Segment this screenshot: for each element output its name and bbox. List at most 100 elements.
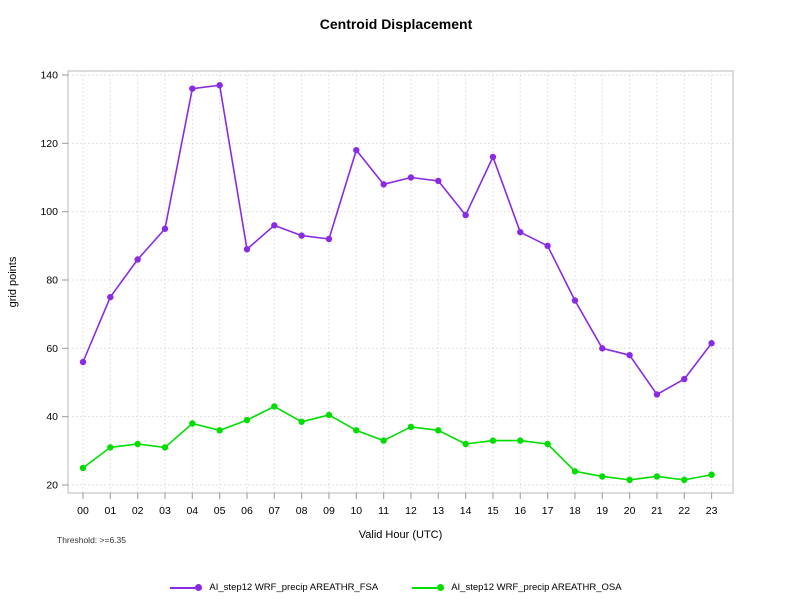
x-tick-label: 18 — [569, 505, 581, 517]
series-line-1 — [82, 405, 713, 481]
x-tick-label: 13 — [432, 505, 444, 517]
y-tick-labels: 20 40 60 80 100 120 140 — [40, 70, 58, 492]
series-point — [325, 235, 333, 243]
series-point — [134, 440, 141, 448]
series-point — [271, 222, 278, 229]
series-point — [407, 174, 415, 181]
series-point — [517, 437, 524, 444]
x-tick-label: 23 — [706, 505, 718, 517]
x-tick-label: 15 — [487, 505, 499, 517]
y-axis-title: grid points — [7, 256, 19, 308]
x-tick-label: 04 — [186, 505, 198, 517]
x-tick-label: 22 — [678, 505, 690, 517]
legend-item-osa: AI_step12 WRF_precip AREATHR_OSA — [412, 582, 622, 593]
series-point — [216, 82, 223, 89]
x-tick-label: 12 — [405, 505, 417, 517]
x-tick-label: 20 — [624, 505, 636, 517]
series-point — [216, 427, 223, 434]
fsa-swatch-dot-icon — [195, 584, 203, 591]
legend: AI_step12 WRF_precip AREATHR_FSA AI_step… — [0, 582, 792, 593]
x-tick-label: 00 — [77, 505, 89, 517]
x-tick-label: 11 — [378, 505, 389, 517]
x-tick-labels: 00 01 02 03 04 05 06 07 08 09 10 11 12 13 14 15 16 17 18 19… — [77, 505, 717, 517]
osa-swatch-dot-icon — [437, 584, 445, 591]
osa-line-dot-swatch — [412, 584, 445, 592]
y-tick-label: 120 — [40, 138, 58, 150]
series-point — [380, 437, 387, 444]
x-axis-title: Valid Hour (UTC) — [358, 529, 443, 541]
series-point — [298, 418, 305, 425]
series-point — [708, 340, 715, 347]
series-point — [435, 177, 442, 185]
series-point — [544, 242, 551, 250]
series-point — [571, 297, 579, 304]
x-tick-label: 17 — [542, 505, 554, 517]
chart-title: Centroid Displacement — [319, 16, 473, 32]
series-point — [243, 246, 251, 253]
series-point — [353, 427, 360, 434]
series-point — [380, 181, 387, 188]
x-tick-label: 07 — [268, 505, 280, 517]
fsa-swatch-line-icon — [170, 586, 203, 589]
series-point — [653, 473, 661, 480]
series-point — [161, 444, 169, 451]
series-point — [189, 85, 196, 92]
series-1 — [79, 403, 715, 484]
series-point — [79, 464, 87, 472]
series-point — [107, 444, 114, 451]
series-point — [79, 358, 87, 366]
tick-marks — [62, 74, 713, 499]
x-tick-label: 09 — [323, 505, 335, 517]
series-point — [271, 403, 278, 410]
y-tick-label: 100 — [40, 206, 58, 218]
y-tick-label: 80 — [46, 275, 58, 287]
legend-label-osa: AI_step12 WRF_precip AREATHR_OSA — [451, 582, 622, 593]
series-point — [571, 468, 579, 475]
grid-layer — [68, 71, 733, 493]
series-point — [407, 423, 415, 431]
series-point — [681, 375, 688, 383]
series-point — [681, 476, 688, 484]
series-point — [107, 293, 114, 301]
series-point — [489, 153, 497, 161]
plot-frame — [67, 70, 734, 494]
series-0 — [79, 82, 715, 398]
x-tick-label: 03 — [159, 505, 171, 517]
series-point — [435, 427, 442, 434]
x-tick-label: 05 — [214, 505, 226, 517]
series-point — [599, 345, 606, 352]
series-point — [599, 473, 606, 480]
x-tick-label: 02 — [132, 505, 144, 517]
series-point — [544, 440, 551, 448]
x-tick-label: 16 — [514, 505, 526, 517]
series-point — [626, 476, 633, 484]
y-tick-label: 40 — [46, 411, 58, 423]
series-point — [517, 228, 524, 236]
x-tick-label: 21 — [651, 505, 663, 517]
series-point — [298, 232, 305, 239]
series-line-0 — [82, 84, 713, 396]
series-point — [626, 351, 633, 359]
osa-swatch-line-icon — [412, 586, 445, 589]
x-tick-label: 01 — [104, 505, 116, 517]
x-tick-label: 06 — [241, 505, 253, 517]
y-tick-label: 140 — [40, 70, 58, 82]
series-point — [708, 471, 715, 478]
series-point — [489, 437, 497, 444]
legend-label-fsa: AI_step12 WRF_precip AREATHR_FSA — [209, 582, 379, 593]
threshold-note: Threshold: >=6.35 — [57, 535, 126, 545]
x-tick-label: 19 — [596, 505, 608, 517]
x-tick-label: 14 — [460, 505, 472, 517]
x-tick-label: 08 — [296, 505, 308, 517]
series-point — [462, 211, 469, 219]
series-point — [653, 391, 661, 398]
series-point — [134, 256, 141, 263]
fsa-line-dot-swatch — [170, 584, 203, 592]
series-point — [189, 420, 196, 427]
legend-item-fsa: AI_step12 WRF_precip AREATHR_FSA — [170, 582, 378, 593]
x-tick-label: 10 — [350, 505, 362, 517]
series-point — [462, 440, 469, 448]
y-tick-label: 20 — [46, 480, 58, 492]
